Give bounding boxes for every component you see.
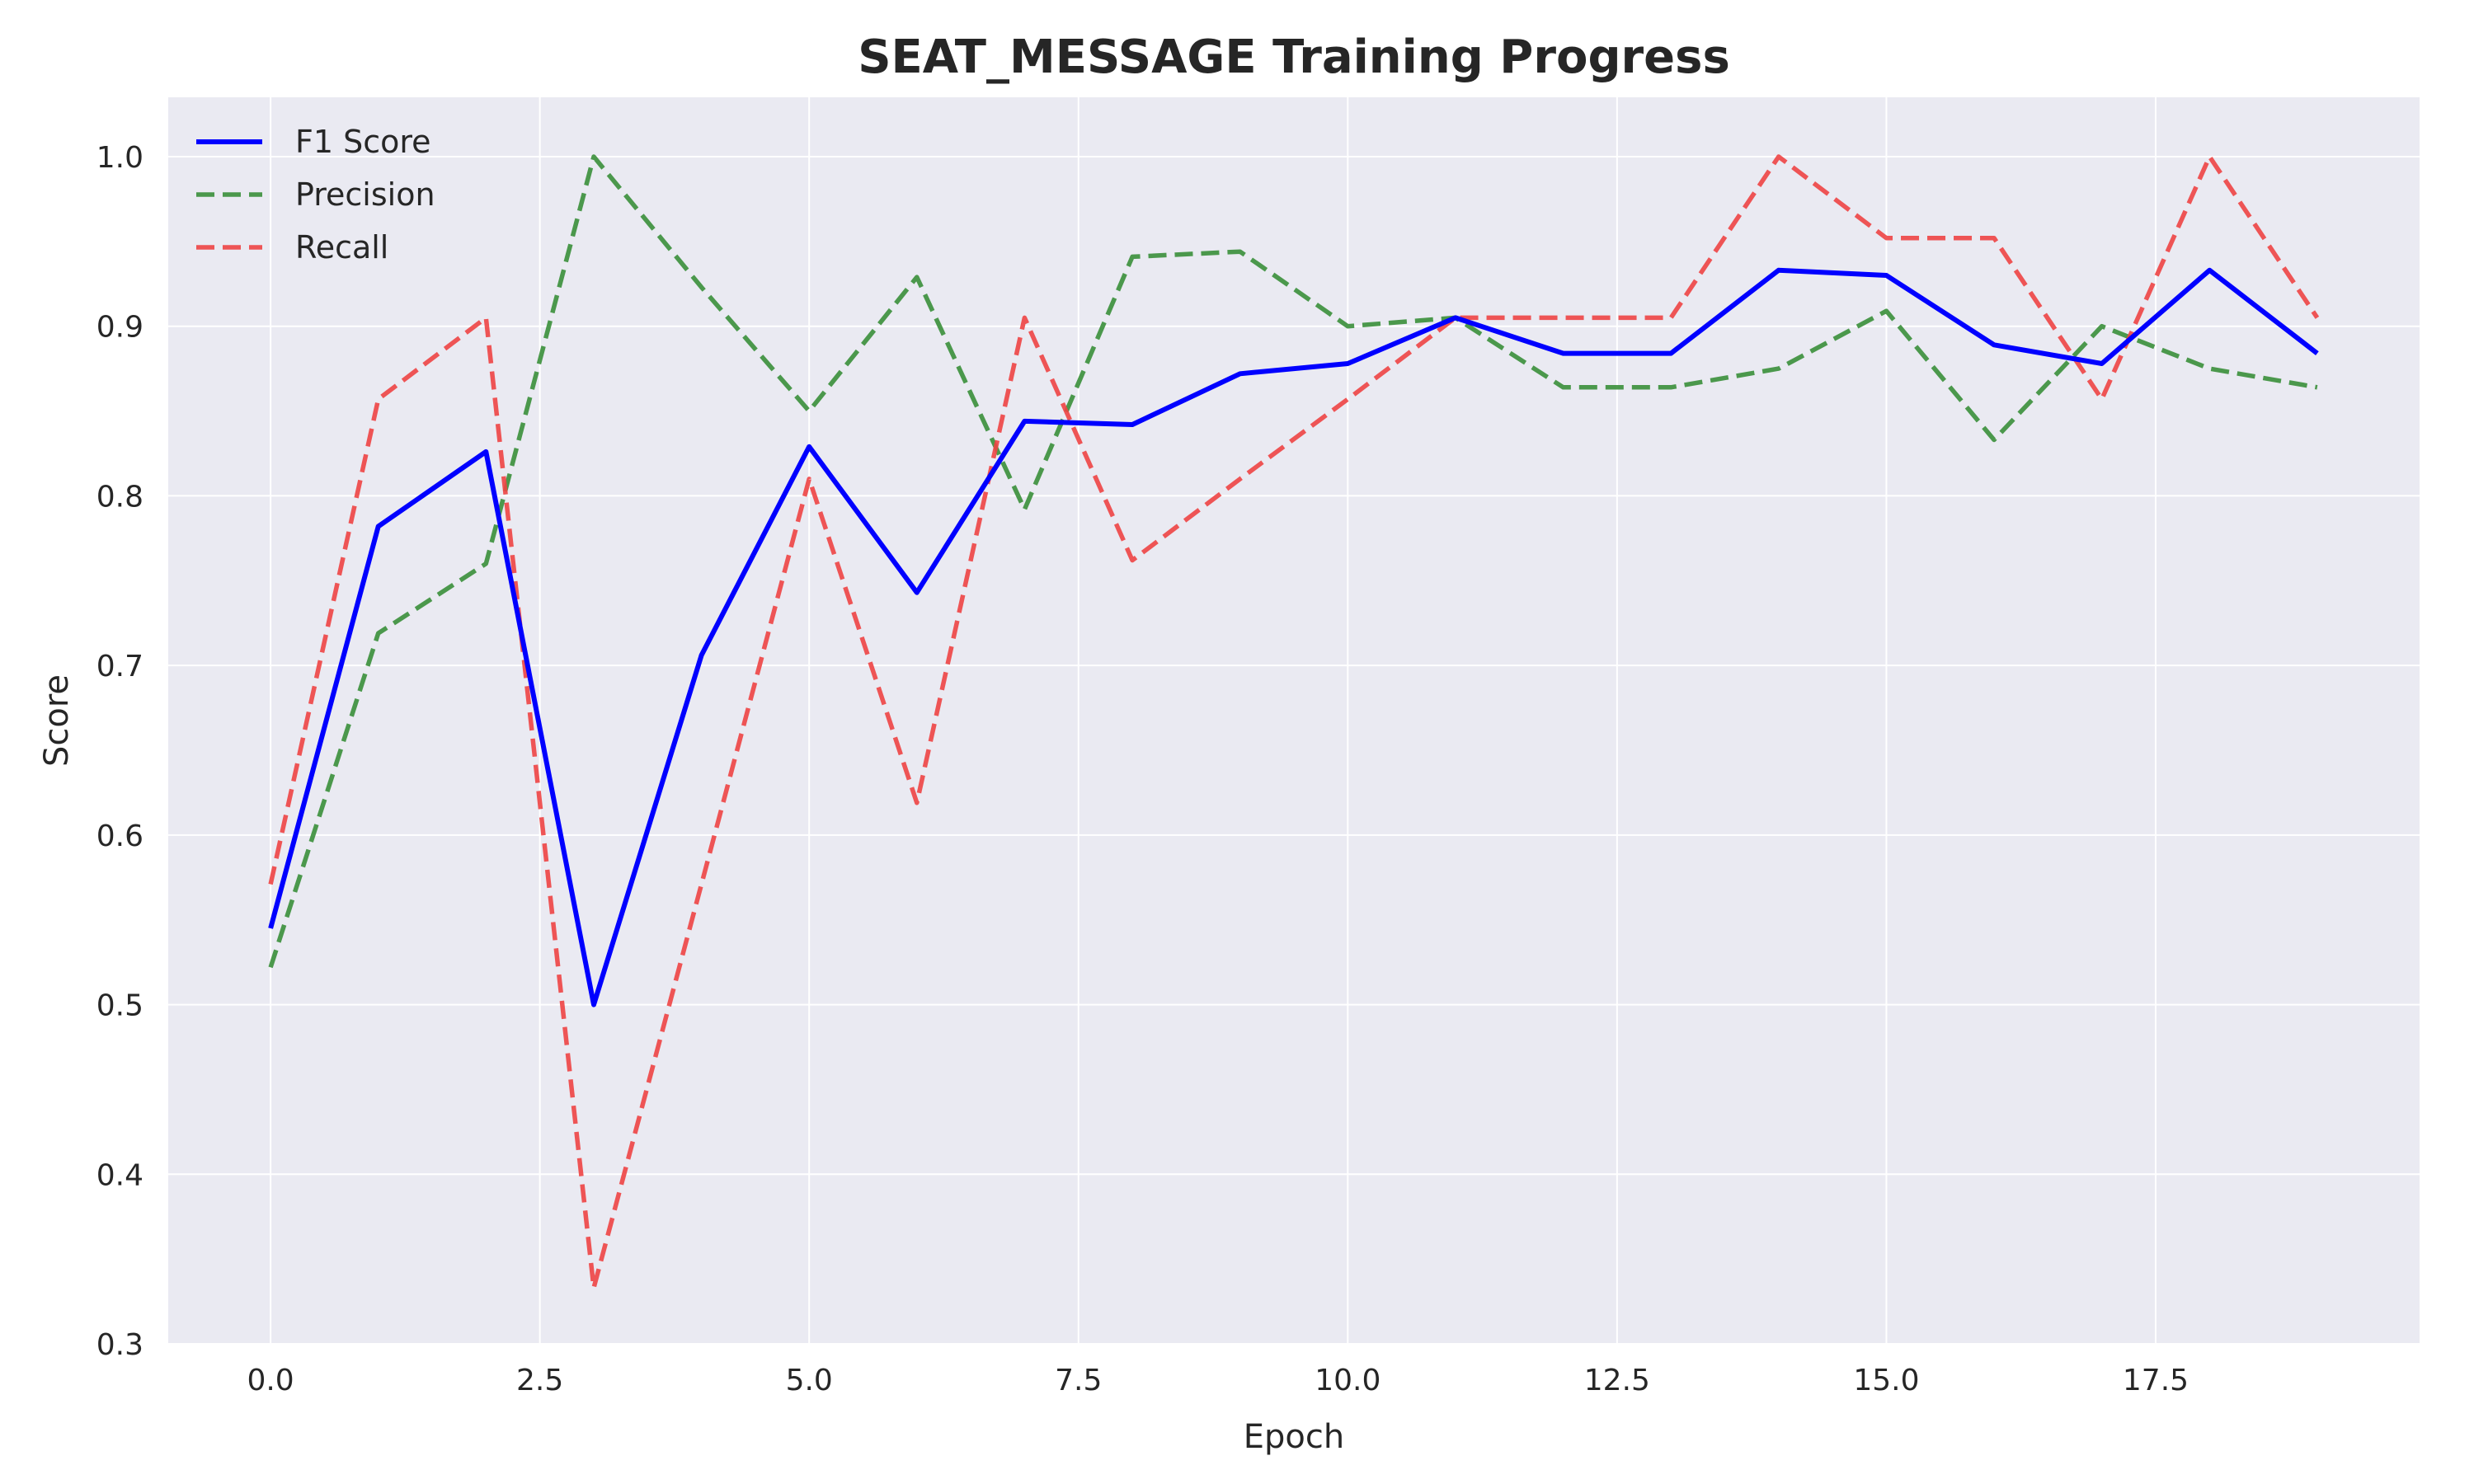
y-tick-label: 0.3 [96, 1328, 143, 1362]
legend-label-precision: Precision [295, 176, 435, 213]
y-tick-label: 1.0 [96, 141, 143, 175]
chart-title: SEAT_MESSAGE Training Progress [858, 31, 1730, 84]
f1-score-line [268, 267, 2319, 1007]
x-tick-label: 2.5 [516, 1364, 563, 1397]
x-tick-label: 7.5 [1055, 1364, 1102, 1397]
precision-line [268, 154, 2318, 969]
y-tick-label: 0.5 [96, 989, 143, 1023]
y-tick-label: 0.4 [96, 1158, 143, 1192]
series-group [268, 154, 2320, 1290]
x-axis-ticks: 0.0 2.5 5.0 7.5 10.0 12.5 15.0 17.5 [247, 1364, 2189, 1397]
y-tick-label: 0.9 [96, 311, 143, 345]
y-tick-label: 0.6 [96, 819, 143, 853]
x-tick-label: 17.5 [2123, 1364, 2189, 1397]
x-tick-label: 15.0 [1853, 1364, 1919, 1397]
recall-line [268, 154, 2320, 1290]
legend-label-recall: Recall [295, 229, 388, 265]
y-axis-ticks: 0.3 0.4 0.5 0.6 0.7 0.8 0.9 1.0 [96, 141, 143, 1362]
y-tick-label: 0.8 [96, 480, 143, 514]
legend: F1 Score Precision Recall [196, 124, 435, 265]
x-tick-label: 12.5 [1584, 1364, 1650, 1397]
y-axis-label: Score [38, 674, 76, 767]
x-tick-label: 10.0 [1315, 1364, 1380, 1397]
plot-background [168, 97, 2420, 1344]
x-tick-label: 0.0 [247, 1364, 294, 1397]
y-tick-label: 0.7 [96, 650, 143, 683]
x-axis-label: Epoch [1244, 1418, 1344, 1456]
x-tick-label: 5.0 [786, 1364, 833, 1397]
legend-label-f1-score: F1 Score [295, 124, 431, 160]
